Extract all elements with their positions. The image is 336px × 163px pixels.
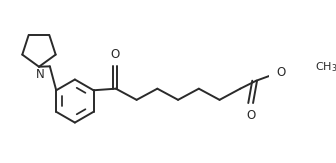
Text: N: N	[35, 67, 44, 81]
Text: O: O	[110, 48, 119, 61]
Text: O: O	[246, 109, 255, 122]
Text: O: O	[276, 66, 286, 79]
Text: CH$_3$: CH$_3$	[315, 60, 336, 74]
